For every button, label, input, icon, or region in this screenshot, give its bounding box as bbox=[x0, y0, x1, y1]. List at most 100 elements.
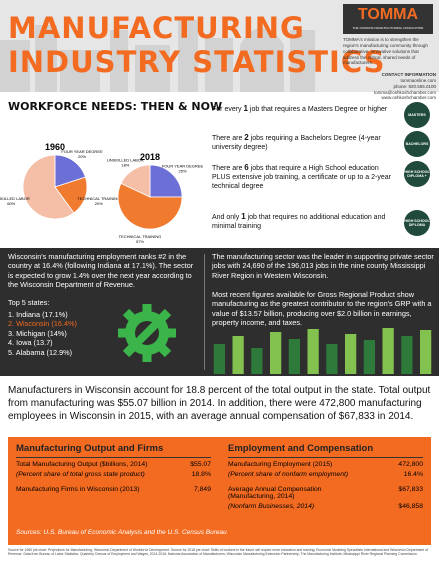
statement: There are 2 jobs requiring a Bachelors D… bbox=[212, 133, 397, 152]
row-value: 18.8% bbox=[191, 471, 211, 478]
pie-slice bbox=[22, 154, 75, 220]
row-label: (Nonfarm Businesses, 2014) bbox=[228, 503, 315, 510]
statement-number: 1 bbox=[241, 212, 246, 221]
statement-text: There are bbox=[212, 165, 245, 172]
description: TOMMA's mission is to strengthen the reg… bbox=[343, 37, 428, 66]
bar bbox=[382, 328, 394, 374]
row-value: 7,849 bbox=[193, 486, 211, 493]
bar bbox=[363, 340, 375, 374]
statement-text: job that requires no additional educatio… bbox=[212, 214, 386, 231]
rule bbox=[16, 457, 211, 458]
statement: There are 6 jobs that require a High Sch… bbox=[212, 163, 397, 192]
bar bbox=[232, 336, 244, 374]
row-value: $46,858 bbox=[398, 503, 423, 510]
footnotes: Source for 1960 pie chart: Projections f… bbox=[8, 548, 429, 557]
state-item: 3. Michigan (14%) bbox=[8, 328, 67, 338]
contact-line: www.oshkoshchamber.com bbox=[381, 95, 436, 101]
slice-label: TECHNICAL TRAINING bbox=[119, 234, 162, 239]
state-item: 1. Indiana (17.1%) bbox=[8, 310, 68, 319]
table-row: Manufacturing Employment (2015) 472,800 bbox=[228, 461, 423, 468]
education-icon: BACHELORS bbox=[404, 131, 430, 157]
row-value: 472,800 bbox=[398, 461, 423, 468]
contact: CONTACT INFORMATION tommaonline.com phone… bbox=[370, 72, 436, 101]
statement-text: For every bbox=[212, 106, 244, 113]
pie-year: 1960 bbox=[45, 142, 65, 152]
pie-slice bbox=[120, 164, 151, 198]
slice-label: TECHNICAL TRAINING bbox=[77, 196, 120, 201]
contact-line: phone: 920.555.0100 bbox=[393, 83, 436, 89]
rows: Manufacturing Employment (2015) 472,800 (P… bbox=[228, 461, 423, 510]
row-value: 16.4% bbox=[403, 471, 423, 478]
statement-text: And only bbox=[212, 214, 242, 221]
left-table: Manufacturing Output and Firms Total Man… bbox=[16, 443, 211, 493]
table-row: (Nonfarm Businesses, 2014) $46,858 bbox=[228, 503, 423, 510]
statement: And only 1 job that requires no addition… bbox=[212, 212, 397, 231]
row-value: $55.07 bbox=[190, 461, 211, 468]
summary: Manufacturers in Wisconsin account for 1… bbox=[8, 385, 431, 422]
statement-text: jobs requiring a Bachelors Degree (4-yea… bbox=[212, 135, 381, 152]
states-list: 1. Indiana (17.1%) 2. Wisconsin (16.4%) 3.… bbox=[8, 310, 77, 357]
table-title: Manufacturing Output and Firms bbox=[16, 443, 164, 454]
employment-text: The manufacturing sector was the leader … bbox=[212, 252, 434, 280]
logo-text: TOMMA bbox=[357, 6, 419, 23]
statement-number: 1 bbox=[243, 104, 248, 113]
slice-value: 60% bbox=[7, 201, 15, 206]
pie-slice bbox=[117, 182, 183, 230]
row-label: Manufacturing Firms in Wisconsin (2013) bbox=[16, 486, 140, 493]
education-icon: MASTERS bbox=[404, 102, 430, 128]
education-icon: HIGH SCHOOL DIPLOMA bbox=[404, 210, 430, 236]
logo-sub: THE OSHKOSH MANUFACTURING ASSOCIATION bbox=[352, 26, 424, 30]
slice-label: FOUR YEAR DEGREE bbox=[162, 163, 204, 168]
statement-number: 2 bbox=[244, 133, 249, 142]
table-row: (Percent share of nonfarm employment) 16.… bbox=[228, 471, 423, 478]
table-row: Manufacturing Firms in Wisconsin (2013) 7… bbox=[16, 486, 211, 493]
section-title: WORKFORCE NEEDS: THEN & NOW bbox=[8, 100, 223, 113]
right-table: Employment and Compensation Manufacturin… bbox=[228, 443, 423, 510]
table-title: Employment and Compensation bbox=[228, 443, 374, 454]
contact-list: tommaonline.com phone: 920.555.0100 tomma@… bbox=[370, 78, 436, 101]
slice-value: 20% bbox=[95, 201, 103, 206]
contact-title: CONTACT INFORMATION bbox=[381, 72, 436, 77]
logo: TOMMA THE OSHKOSH MANUFACTURING ASSOCIATI… bbox=[343, 4, 433, 34]
slice-value: 25% bbox=[179, 168, 187, 173]
statement-text: job that requires a Masters Degree or hi… bbox=[247, 106, 388, 113]
rule bbox=[228, 457, 423, 458]
skyline bbox=[0, 20, 315, 92]
pie-slice bbox=[54, 176, 88, 214]
contact-line: tommaonline.com bbox=[400, 77, 436, 83]
pie-year: 2018 bbox=[140, 152, 160, 162]
table-row: Total Manufacturing Output ($billions, 2… bbox=[16, 461, 211, 468]
slice-label: FOUR YEAR DEGREE bbox=[61, 149, 103, 154]
statement-number: 6 bbox=[244, 163, 249, 172]
row-label: Average Annual Compensation (Manufacturi… bbox=[228, 486, 322, 500]
state-item: 2. Wisconsin (16.4%) bbox=[8, 319, 77, 329]
rows: Total Manufacturing Output ($billions, 2… bbox=[16, 461, 211, 493]
employment-text: Wisconsin's manufacturing employment ran… bbox=[8, 252, 194, 290]
sources: Sources: U.S. Bureau of Economic Analysi… bbox=[16, 529, 227, 536]
slice-label: UNSKILLED LABOR bbox=[0, 196, 30, 201]
bar bbox=[345, 334, 357, 374]
bar-chart bbox=[213, 328, 432, 374]
bar bbox=[420, 330, 432, 374]
slice-value: 20% bbox=[78, 154, 86, 159]
statement-text: There are bbox=[212, 135, 245, 142]
row-label: Total Manufacturing Output ($billions, 2… bbox=[16, 461, 148, 468]
employment-text: Most recent figures available for Gross … bbox=[212, 290, 432, 328]
title-line: MANUFACTURING bbox=[8, 11, 305, 45]
bar bbox=[213, 344, 225, 374]
state-item: 5. Alabama (12.9%) bbox=[8, 347, 73, 357]
divider bbox=[204, 254, 205, 370]
bar bbox=[401, 336, 413, 374]
state-item: 4. Iowa (13.7) bbox=[8, 338, 53, 348]
bar bbox=[251, 348, 263, 374]
table-row: (Percent share of total gross state prod… bbox=[16, 471, 211, 478]
slice-value: 18% bbox=[121, 163, 129, 168]
states-title: Top 5 states: bbox=[8, 298, 50, 307]
row-label: (Percent share of total gross state prod… bbox=[16, 471, 145, 478]
table-row: Average Annual Compensation (Manufacturi… bbox=[228, 486, 423, 500]
title-line: INDUSTRY STATISTICS bbox=[8, 45, 386, 79]
row-value: $67,833 bbox=[398, 486, 423, 493]
header: MANUFACTURING INDUSTRY STATISTICS TOMMA T… bbox=[0, 0, 439, 100]
